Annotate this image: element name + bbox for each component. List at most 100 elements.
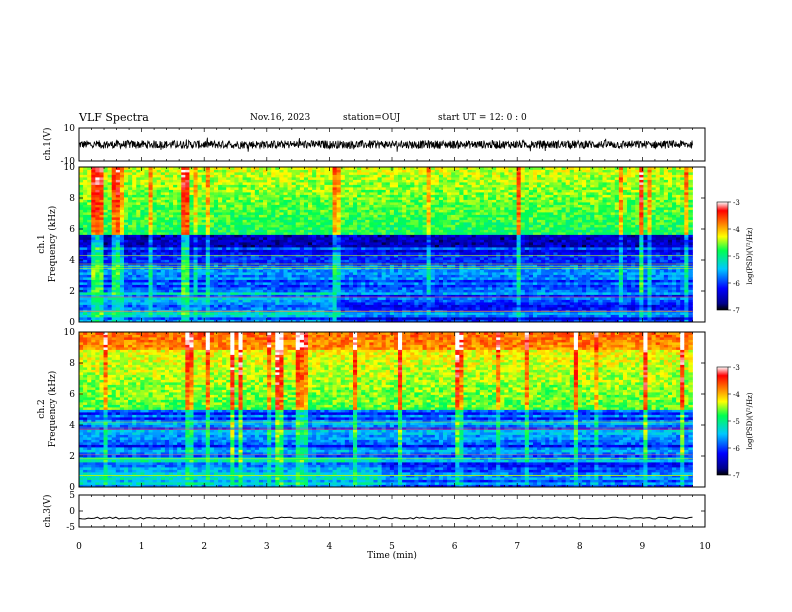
spectrogram-cell xyxy=(107,247,113,250)
spectrogram-cell xyxy=(173,292,178,295)
spectrogram-cell xyxy=(79,292,84,295)
spectrogram-cell xyxy=(279,224,284,228)
spectrogram-cell xyxy=(123,269,129,273)
spectrogram-cell xyxy=(115,217,121,220)
spectrogram-cell xyxy=(115,314,121,318)
spectrogram-cell xyxy=(303,199,309,203)
spectrogram-cell xyxy=(193,264,199,268)
spectrogram-cell xyxy=(275,252,280,255)
spectrogram-cell xyxy=(185,189,190,193)
spectrogram-cell xyxy=(213,202,219,205)
spectrogram-cell xyxy=(238,184,243,188)
spectrogram-cell xyxy=(213,307,219,310)
spectrogram-cell xyxy=(393,247,399,250)
spectrogram-cell xyxy=(201,192,207,195)
spectrogram-cell xyxy=(83,264,88,268)
spectrogram-cell xyxy=(136,317,141,320)
spectrogram-cell xyxy=(385,194,391,198)
spectrogram-cell xyxy=(185,234,190,238)
spectrogram-cell xyxy=(263,252,268,255)
spectrogram-cell xyxy=(185,187,190,190)
spectrogram-cell xyxy=(111,274,117,278)
spectrogram-cell xyxy=(242,197,248,200)
spectrogram-cell xyxy=(181,257,186,260)
spectrogram-cell xyxy=(91,294,96,298)
spectrogram-cell xyxy=(254,217,260,220)
spectrogram-cell xyxy=(83,214,88,218)
spectrogram-cell xyxy=(128,312,133,315)
spectrogram-cell xyxy=(119,249,125,253)
spectrogram-cell xyxy=(303,217,309,220)
spectrogram-cell xyxy=(303,287,309,290)
spectrogram-cell xyxy=(79,169,84,173)
spectrogram-cell xyxy=(119,199,125,203)
spectrogram-cell xyxy=(193,194,199,198)
spectrogram-cell xyxy=(128,184,133,188)
spectrogram-cell xyxy=(164,239,170,243)
spectrogram-cell xyxy=(263,187,268,190)
spectrogram-cell xyxy=(353,209,358,213)
spectrogram-cell xyxy=(189,179,194,183)
spectrogram-cell xyxy=(312,214,317,218)
spectrogram-cell xyxy=(348,302,354,305)
spectrogram-cell xyxy=(140,279,145,283)
spectrogram-cell xyxy=(132,279,137,283)
spectrogram-cell xyxy=(312,169,317,173)
spectrogram-cell xyxy=(115,264,121,268)
spectrogram-cell xyxy=(201,277,207,280)
spectrogram-cell xyxy=(95,287,100,290)
spectrogram-cell xyxy=(164,252,170,255)
spectrogram-cell xyxy=(344,304,350,308)
spectrogram-cell xyxy=(406,277,411,280)
spectrogram-cell xyxy=(115,174,121,178)
spectrogram-cell xyxy=(218,192,223,195)
spectrogram-cell xyxy=(144,182,149,185)
spectrogram-cell xyxy=(263,197,268,200)
spectrogram-cell xyxy=(230,254,235,258)
spectrogram-cell xyxy=(238,262,243,265)
spectrogram-cell xyxy=(181,167,186,170)
spectrogram-cell xyxy=(377,239,383,243)
spectrogram-cell xyxy=(99,297,104,300)
spectrogram-cell xyxy=(344,229,350,233)
spectrogram-cell xyxy=(373,174,378,178)
spectrogram-cell xyxy=(263,297,268,300)
spectrogram-cell xyxy=(99,312,104,315)
spectrogram-cell xyxy=(87,184,92,188)
spectrogram-cell xyxy=(389,287,395,290)
spectrogram-cell xyxy=(328,254,333,258)
spectrogram-cell xyxy=(258,169,264,173)
spectrogram-cell xyxy=(291,222,297,225)
spectrogram-cell xyxy=(148,284,154,288)
spectrogram-cell xyxy=(308,237,313,240)
spectrogram-cell xyxy=(218,247,223,250)
spectrogram-cell xyxy=(128,187,133,190)
spectrogram-cell xyxy=(79,202,84,205)
spectrogram-cell xyxy=(299,239,305,243)
spectrogram-cell xyxy=(103,264,109,268)
spectrogram-cell xyxy=(168,254,174,258)
spectrogram-cell xyxy=(357,279,362,283)
spectrogram-cell xyxy=(213,207,219,210)
spectrogram-cell xyxy=(111,167,117,170)
spectrogram-cell xyxy=(123,277,129,280)
spectrogram-cell xyxy=(291,174,297,178)
spectrogram-cell xyxy=(230,307,235,310)
spectrogram-cell xyxy=(177,199,182,203)
spectrogram-cell xyxy=(402,179,407,183)
spectrogram-cell xyxy=(189,259,194,263)
spectrogram-cell xyxy=(111,312,117,315)
spectrogram-cell xyxy=(123,197,129,200)
spectrogram-cell xyxy=(95,189,100,193)
spectrogram-cell xyxy=(365,237,370,240)
spectrogram-cell xyxy=(303,314,309,318)
spectrogram-cell xyxy=(242,209,248,213)
spectrogram-cell xyxy=(361,314,366,318)
spectrogram-cell xyxy=(406,262,411,265)
spectrogram-cell xyxy=(95,292,100,295)
spectrogram-cell xyxy=(332,314,338,318)
spectrogram-cell xyxy=(168,174,174,178)
spectrogram-cell xyxy=(263,167,268,170)
spectrogram-cell xyxy=(181,274,186,278)
spectrogram-cell xyxy=(258,209,264,213)
